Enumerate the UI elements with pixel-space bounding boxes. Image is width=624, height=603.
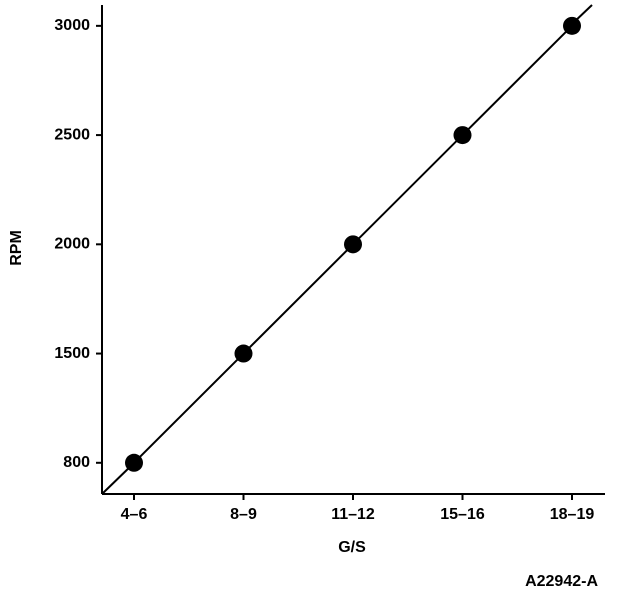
data-point (234, 344, 253, 363)
annotation: A22942-A (525, 573, 598, 590)
x-tick-label: 8–9 (230, 506, 257, 523)
data-point (563, 16, 581, 35)
data-point (344, 235, 362, 254)
y-tick-label: 800 (63, 454, 90, 471)
y-tick-label: 1500 (54, 345, 90, 362)
x-tick-label: 15–16 (440, 506, 485, 523)
x-tick-label: 11–12 (331, 506, 375, 523)
x-axis-label: G/S (338, 539, 366, 556)
x-tick-label: 18–19 (550, 506, 595, 523)
x-tick-label: 4–6 (121, 506, 148, 523)
y-tick-label: 3000 (54, 17, 90, 34)
data-point (125, 453, 143, 472)
data-point (453, 126, 472, 145)
y-tick-label: 2000 (54, 236, 90, 253)
y-tick-label: 2500 (54, 126, 90, 143)
y-axis-label: RPM (8, 230, 25, 266)
